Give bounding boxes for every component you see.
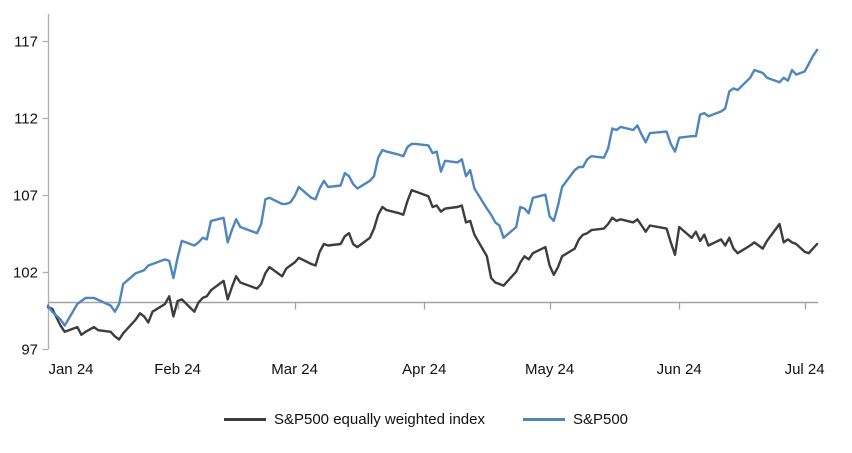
series-line-equal-weight xyxy=(46,188,819,341)
y-tick-label: 107 xyxy=(13,188,38,205)
x-tick-label: Jun 24 xyxy=(657,361,702,378)
legend-item-equal-weight: S&P500 equally weighted index xyxy=(223,410,485,428)
sp500-line-swatch xyxy=(522,417,565,421)
chart-area: 97 102 107 112 117 Jan 24 Feb 24 Mar 24 Apr 24 M… xyxy=(13,14,825,378)
legend-item-sp500: S&P500 xyxy=(522,410,629,428)
line-chart-svg: 97 102 107 112 117 Jan 24 Feb 24 Mar 24 Apr 24 M… xyxy=(13,14,825,378)
legend-label-equal-weight: S&P500 equally weighted index xyxy=(273,410,485,428)
x-tick-label: Jan 24 xyxy=(48,361,93,378)
series-lines xyxy=(46,48,819,341)
x-tick-label: Apr 24 xyxy=(402,361,446,378)
x-tick-label: Mar 24 xyxy=(271,361,318,378)
y-axis: 97 102 107 112 117 xyxy=(13,14,50,359)
x-tick-label: Jul 24 xyxy=(785,361,825,378)
series-line-sp500 xyxy=(46,48,819,327)
y-tick-label: 102 xyxy=(13,265,38,282)
y-tick-label: 112 xyxy=(14,111,38,128)
x-tick-label: May 24 xyxy=(525,361,574,378)
y-tick-label: 117 xyxy=(14,34,38,51)
equal-weight-line-swatch xyxy=(223,417,266,421)
legend-label-sp500: S&P500 xyxy=(572,410,629,428)
y-tick-label: 97 xyxy=(21,342,38,359)
legend: S&P500 equally weighted index S&P500 xyxy=(0,407,852,431)
x-tick-label: Feb 24 xyxy=(154,361,201,378)
x-axis: Jan 24 Feb 24 Mar 24 Apr 24 May 24 Jun 24 Jul … xyxy=(47,301,825,378)
